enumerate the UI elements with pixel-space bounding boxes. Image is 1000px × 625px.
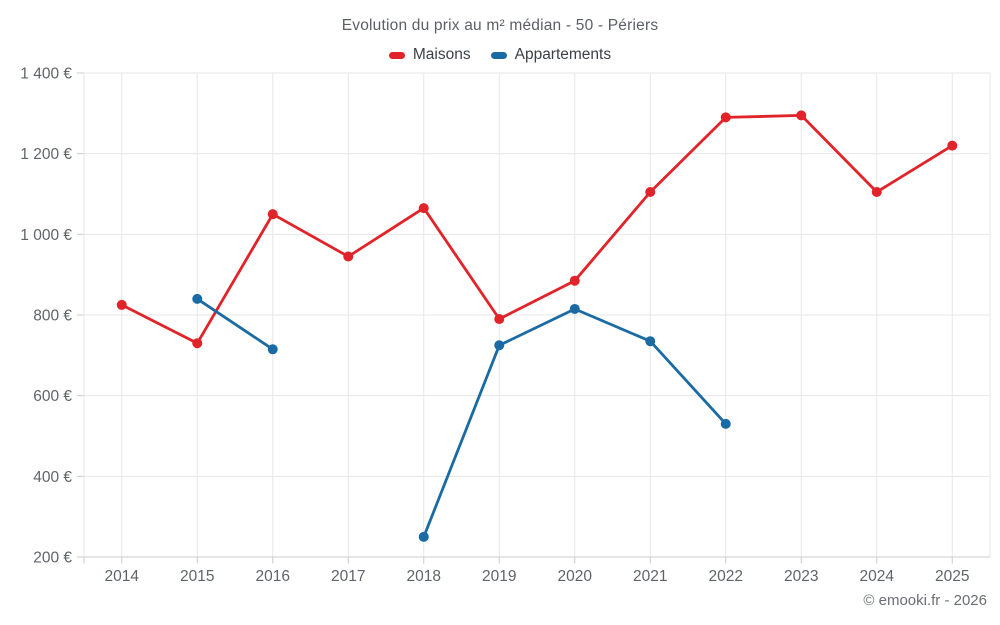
x-axis-label: 2015 [180, 568, 214, 585]
maisons-series-marker-icon [388, 51, 405, 59]
x-axis-label: 2023 [784, 568, 818, 585]
data-point-maisons-2020[interactable] [569, 275, 580, 286]
series-line-maisons [120, 114, 954, 345]
data-point-appartements-2016[interactable] [267, 344, 278, 355]
legend-item-maisons[interactable]: Maisons [388, 46, 471, 64]
y-axis-label: 200 € [33, 550, 72, 567]
data-point-appartements-2021[interactable] [645, 336, 656, 347]
y-axis-label: 1 000 € [20, 227, 72, 244]
legend-item-appartements[interactable]: Appartements [490, 46, 612, 64]
data-point-appartements-2015[interactable] [192, 293, 203, 304]
data-point-maisons-2021[interactable] [645, 186, 656, 197]
data-point-maisons-2017[interactable] [343, 251, 354, 262]
data-point-maisons-2019[interactable] [494, 314, 505, 325]
x-axis-label: 2020 [558, 568, 593, 585]
x-axis-label: 2014 [105, 568, 140, 585]
series-line-appartements [195, 297, 275, 351]
data-point-appartements-2020[interactable] [569, 303, 580, 314]
y-axis-label: 1 200 € [20, 146, 72, 163]
y-axis-label: 600 € [33, 388, 72, 405]
x-axis-label: 2016 [256, 568, 290, 585]
legend-label-appartements: Appartements [514, 46, 612, 63]
data-point-appartements-2019[interactable] [494, 340, 505, 351]
data-point-maisons-2024[interactable] [871, 186, 882, 197]
y-axis-label: 1 400 € [20, 66, 72, 83]
data-point-maisons-2015[interactable] [192, 338, 203, 349]
data-point-maisons-2018[interactable] [418, 203, 429, 214]
data-point-appartements-2018[interactable] [418, 531, 429, 542]
legend-label-maisons: Maisons [412, 46, 471, 63]
x-axis-label: 2025 [935, 568, 969, 585]
chart-title: Evolution du prix au m² médian - 50 - Pé… [341, 17, 659, 34]
data-point-maisons-2023[interactable] [796, 110, 807, 121]
data-point-maisons-2014[interactable] [116, 299, 127, 310]
x-axis-label: 2017 [331, 568, 365, 585]
x-axis-label: 2019 [482, 568, 516, 585]
legend: Maisons Appartements [0, 46, 1000, 64]
x-axis-label: 2018 [407, 568, 441, 585]
data-point-maisons-2016[interactable] [267, 209, 278, 220]
y-axis-label: 800 € [33, 308, 72, 325]
x-axis-label: 2024 [860, 568, 895, 585]
x-axis-label: 2022 [709, 568, 743, 585]
y-axis-label: 400 € [33, 469, 72, 486]
copyright-text: © emooki.fr - 2026 [863, 592, 987, 609]
data-point-maisons-2025[interactable] [947, 140, 958, 151]
appartements-series-marker-icon [490, 51, 507, 59]
data-point-maisons-2022[interactable] [720, 112, 731, 123]
data-point-appartements-2022[interactable] [720, 418, 731, 429]
x-axis-label: 2021 [633, 568, 667, 585]
